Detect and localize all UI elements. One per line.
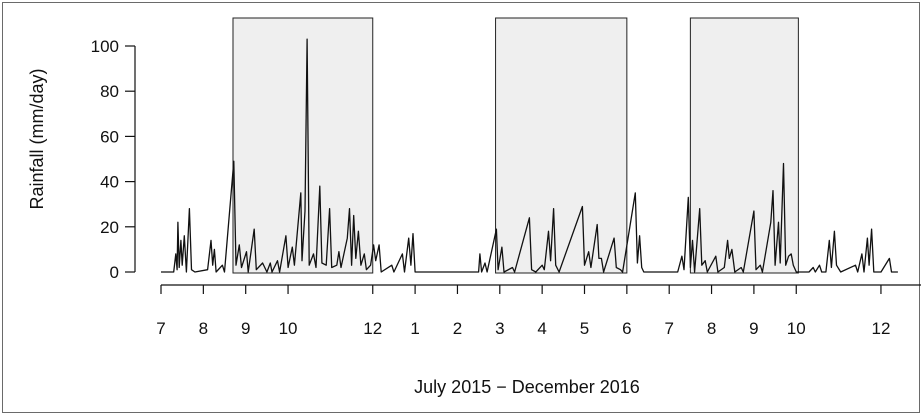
- x-axis: 7 8 9 10 12 1 2 3 4 5 6 7 8 9 10 12: [156, 284, 921, 338]
- shaded-period-3: [689, 17, 799, 274]
- y-tick-label: 40: [100, 173, 119, 192]
- x-tick-label: 9: [241, 319, 250, 338]
- shaded-period-1: [232, 17, 374, 274]
- rainfall-line: [161, 38, 898, 273]
- x-tick-label: 5: [580, 319, 589, 338]
- x-axis-title: July 2015 − December 2016: [414, 377, 640, 397]
- x-tick-label: 8: [199, 319, 208, 338]
- y-axis-title: Rainfall (mm/day): [27, 68, 47, 209]
- x-tick-label: 8: [707, 319, 716, 338]
- x-tick-label: 3: [495, 319, 504, 338]
- shaded-periods: [232, 17, 799, 274]
- rainfall-series: [161, 38, 898, 273]
- y-tick-label: 20: [100, 218, 119, 237]
- x-tick-label: 2: [453, 319, 462, 338]
- x-tick-label: 1: [410, 319, 419, 338]
- y-tick-label: 0: [110, 263, 119, 282]
- x-tick-label: 12: [871, 319, 890, 338]
- x-tick-label: 7: [156, 319, 165, 338]
- x-tick-label: 6: [622, 319, 631, 338]
- x-tick-label: 10: [787, 319, 806, 338]
- y-tick-label: 100: [91, 37, 119, 56]
- y-axis: 0 20 40 60 80 100: [91, 37, 136, 282]
- x-tick-label: 10: [279, 319, 298, 338]
- x-tick-label: 7: [664, 319, 673, 338]
- shaded-period-2: [495, 17, 628, 274]
- y-tick-label: 80: [100, 82, 119, 101]
- x-tick-label: 4: [537, 319, 546, 338]
- y-tick-label: 60: [100, 127, 119, 146]
- x-tick-label: 9: [749, 319, 758, 338]
- x-tick-label: 12: [363, 319, 382, 338]
